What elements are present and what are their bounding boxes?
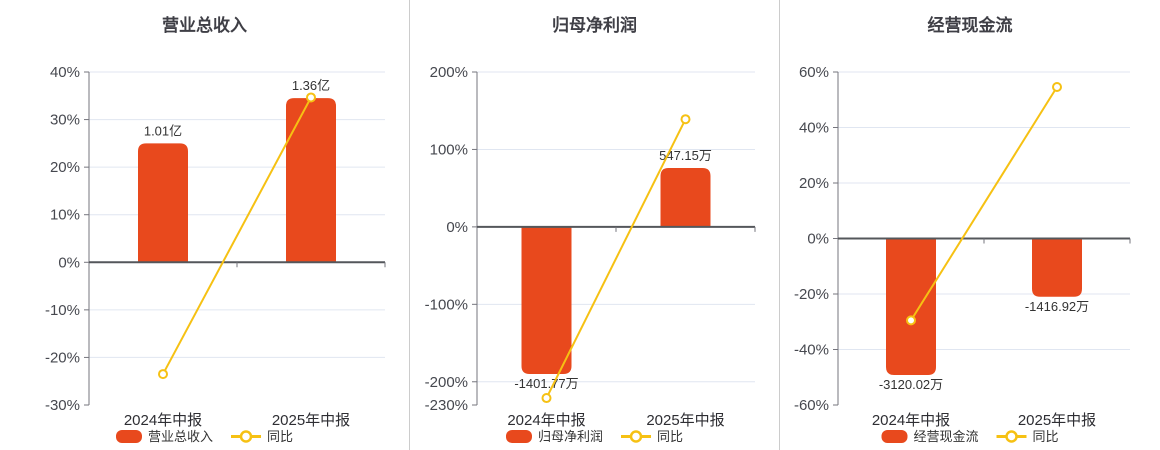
- x-axis-label-2024: 2024年中报: [124, 412, 202, 429]
- y-tick-label: -60%: [794, 397, 829, 414]
- yoy-line-point-2024[interactable]: [906, 315, 916, 326]
- y-tick-label: -100%: [425, 296, 468, 313]
- legend-line-label[interactable]: 同比: [1033, 429, 1059, 444]
- yoy-line[interactable]: [545, 118, 687, 399]
- revenue-chart: 营业总收入 40% 30% 20% 10% 0% -10% -20% -30% 1.01亿 1.3…: [45, 15, 386, 444]
- y-tick-label: -20%: [45, 349, 80, 366]
- chart-title: 归母净利润: [552, 15, 637, 35]
- y-tick-label: 0%: [58, 254, 80, 271]
- legend-bar-label[interactable]: 经营现金流: [914, 429, 979, 444]
- yoy-line-point-2025[interactable]: [1052, 82, 1062, 93]
- y-tick-label: 10%: [50, 207, 80, 224]
- y-tick-label: -200%: [425, 374, 468, 391]
- bar-2024[interactable]: [521, 226, 572, 375]
- y-tick-label: 30%: [50, 112, 80, 129]
- revenue-chart-panel: 营业总收入 40% 30% 20% 10% 0% -10% -20% -30% 1.01亿 1.3…: [0, 0, 410, 450]
- y-tick-label: 200%: [430, 64, 468, 81]
- net-profit-chart-panel: 归母净利润 200% 100% 0% -100% -200% -230% -1401.77万…: [410, 0, 780, 450]
- bar-2025[interactable]: [660, 168, 711, 227]
- legend-line-marker-icon[interactable]: [629, 430, 643, 443]
- net-profit-chart: 归母净利润 200% 100% 0% -100% -200% -230% -1401.77万…: [425, 15, 756, 444]
- legend-line-marker-icon[interactable]: [239, 430, 253, 443]
- y-tick-label: 40%: [799, 120, 829, 137]
- bar-value-label: -1401.77万: [514, 376, 578, 391]
- x-axis-label-2024: 2024年中报: [872, 412, 950, 429]
- bar-value-label: 547.15万: [659, 148, 712, 163]
- yoy-line-point-2024[interactable]: [158, 369, 168, 380]
- y-tick-label: -30%: [45, 397, 80, 414]
- x-axis-label-2024: 2024年中报: [507, 412, 585, 429]
- x-axis-label-2025: 2025年中报: [646, 412, 724, 429]
- bar-2024[interactable]: [886, 238, 936, 376]
- y-tick-label: 20%: [799, 175, 829, 192]
- y-tick-label: -40%: [794, 342, 829, 359]
- legend-line-label[interactable]: 同比: [267, 429, 293, 444]
- y-tick-label: 100%: [430, 141, 468, 158]
- y-tick-label: 0%: [807, 231, 829, 248]
- yoy-line-point-2025[interactable]: [306, 92, 316, 103]
- bar-value-label: -1416.92万: [1025, 299, 1089, 314]
- yoy-line[interactable]: [162, 96, 312, 375]
- legend-bar-swatch[interactable]: [116, 430, 142, 443]
- cash-flow-chart-panel: 经营现金流 60% 40% 20% 0% -20% -40% -60% -3120.02万 -1…: [780, 0, 1160, 450]
- y-tick-label: 20%: [50, 159, 80, 176]
- legend-bar-swatch[interactable]: [881, 430, 908, 443]
- y-tick-label: 40%: [50, 64, 80, 81]
- bar-2024[interactable]: [138, 143, 188, 263]
- legend-bar-label[interactable]: 归母净利润: [538, 429, 603, 444]
- yoy-line[interactable]: [910, 86, 1058, 321]
- y-tick-label: 0%: [446, 219, 468, 236]
- yoy-line-point-2025[interactable]: [680, 114, 691, 125]
- y-tick-label: -10%: [45, 302, 80, 319]
- y-tick-label: -20%: [794, 286, 829, 303]
- x-axis-label-2025: 2025年中报: [272, 412, 350, 429]
- yoy-line-point-2024[interactable]: [541, 393, 552, 404]
- x-axis-label-2025: 2025年中报: [1018, 412, 1096, 429]
- legend-bar-label[interactable]: 营业总收入: [148, 429, 213, 444]
- legend-bar-swatch[interactable]: [506, 430, 532, 443]
- bar-2025[interactable]: [1032, 238, 1082, 297]
- y-tick-label: -230%: [425, 397, 468, 414]
- chart-title: 营业总收入: [162, 15, 247, 35]
- y-tick-label: 60%: [799, 64, 829, 81]
- bar-2025[interactable]: [286, 98, 336, 263]
- cash-flow-chart: 经营现金流 60% 40% 20% 0% -20% -40% -60% -3120.02万 -1…: [794, 15, 1131, 444]
- bar-value-label: 1.36亿: [292, 78, 330, 93]
- chart-title: 经营现金流: [928, 15, 1013, 35]
- bar-value-label: -3120.02万: [879, 377, 943, 392]
- bar-value-label: 1.01亿: [144, 123, 182, 138]
- legend-line-marker-icon[interactable]: [1005, 430, 1018, 443]
- legend-line-label[interactable]: 同比: [657, 429, 683, 444]
